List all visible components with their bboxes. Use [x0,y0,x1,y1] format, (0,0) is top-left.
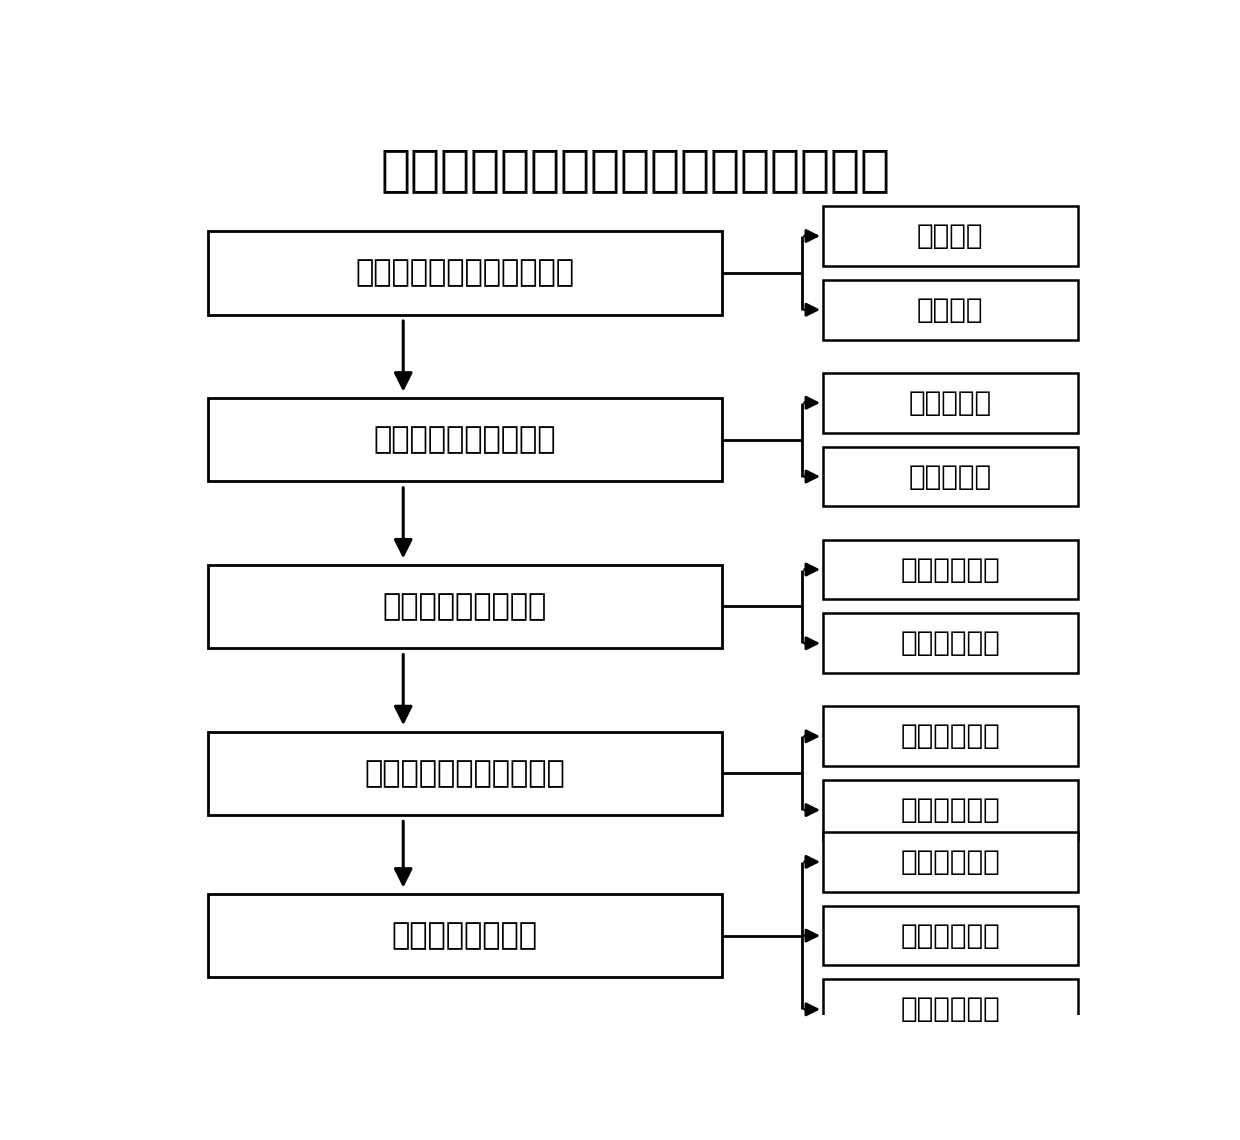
Text: 刚度优化方法: 刚度优化方法 [900,796,1001,824]
Text: 系统设计校核方法: 系统设计校核方法 [392,921,538,950]
Text: 疲劳强度校核: 疲劳强度校核 [900,921,1001,950]
Text: 刚度计算: 刚度计算 [916,295,983,324]
Text: 单蝶簧设计: 单蝶簧设计 [909,389,992,417]
Text: 一种准零刚度非线性悬吊系统设计方法: 一种准零刚度非线性悬吊系统设计方法 [381,146,890,194]
Bar [823,613,1078,673]
Bar [823,707,1078,766]
Bar [823,906,1078,966]
Bar [823,373,1078,432]
Bar [823,780,1078,840]
Text: 根据对象分析刚度设计区域: 根据对象分析刚度设计区域 [356,259,574,287]
Text: 线簧刚度设计: 线簧刚度设计 [900,629,1001,658]
Text: 故障应对校核: 故障应对校核 [900,995,1001,1024]
Bar [208,231,722,315]
Text: 极限承载校核: 极限承载校核 [900,848,1001,876]
Text: 正刚度线簧设计方法: 正刚度线簧设计方法 [383,592,547,621]
Text: 负刚度蝶簧组设计方法: 负刚度蝶簧组设计方法 [373,425,557,454]
Text: 零刚度区域校核优化方法: 零刚度区域校核优化方法 [365,759,565,788]
Bar [208,732,722,815]
Text: 对象质量: 对象质量 [916,222,983,250]
Bar [823,280,1078,340]
Bar [823,979,1078,1040]
Bar [823,539,1078,600]
Bar [823,447,1078,506]
Bar [208,894,722,977]
Bar [208,398,722,481]
Bar [208,564,722,649]
Text: 刚度区域校核: 刚度区域校核 [900,723,1001,750]
Bar [823,206,1078,266]
Text: 蝶簧组设计: 蝶簧组设计 [909,463,992,490]
Text: 线簧设计约束: 线簧设计约束 [900,555,1001,584]
Bar [823,832,1078,891]
